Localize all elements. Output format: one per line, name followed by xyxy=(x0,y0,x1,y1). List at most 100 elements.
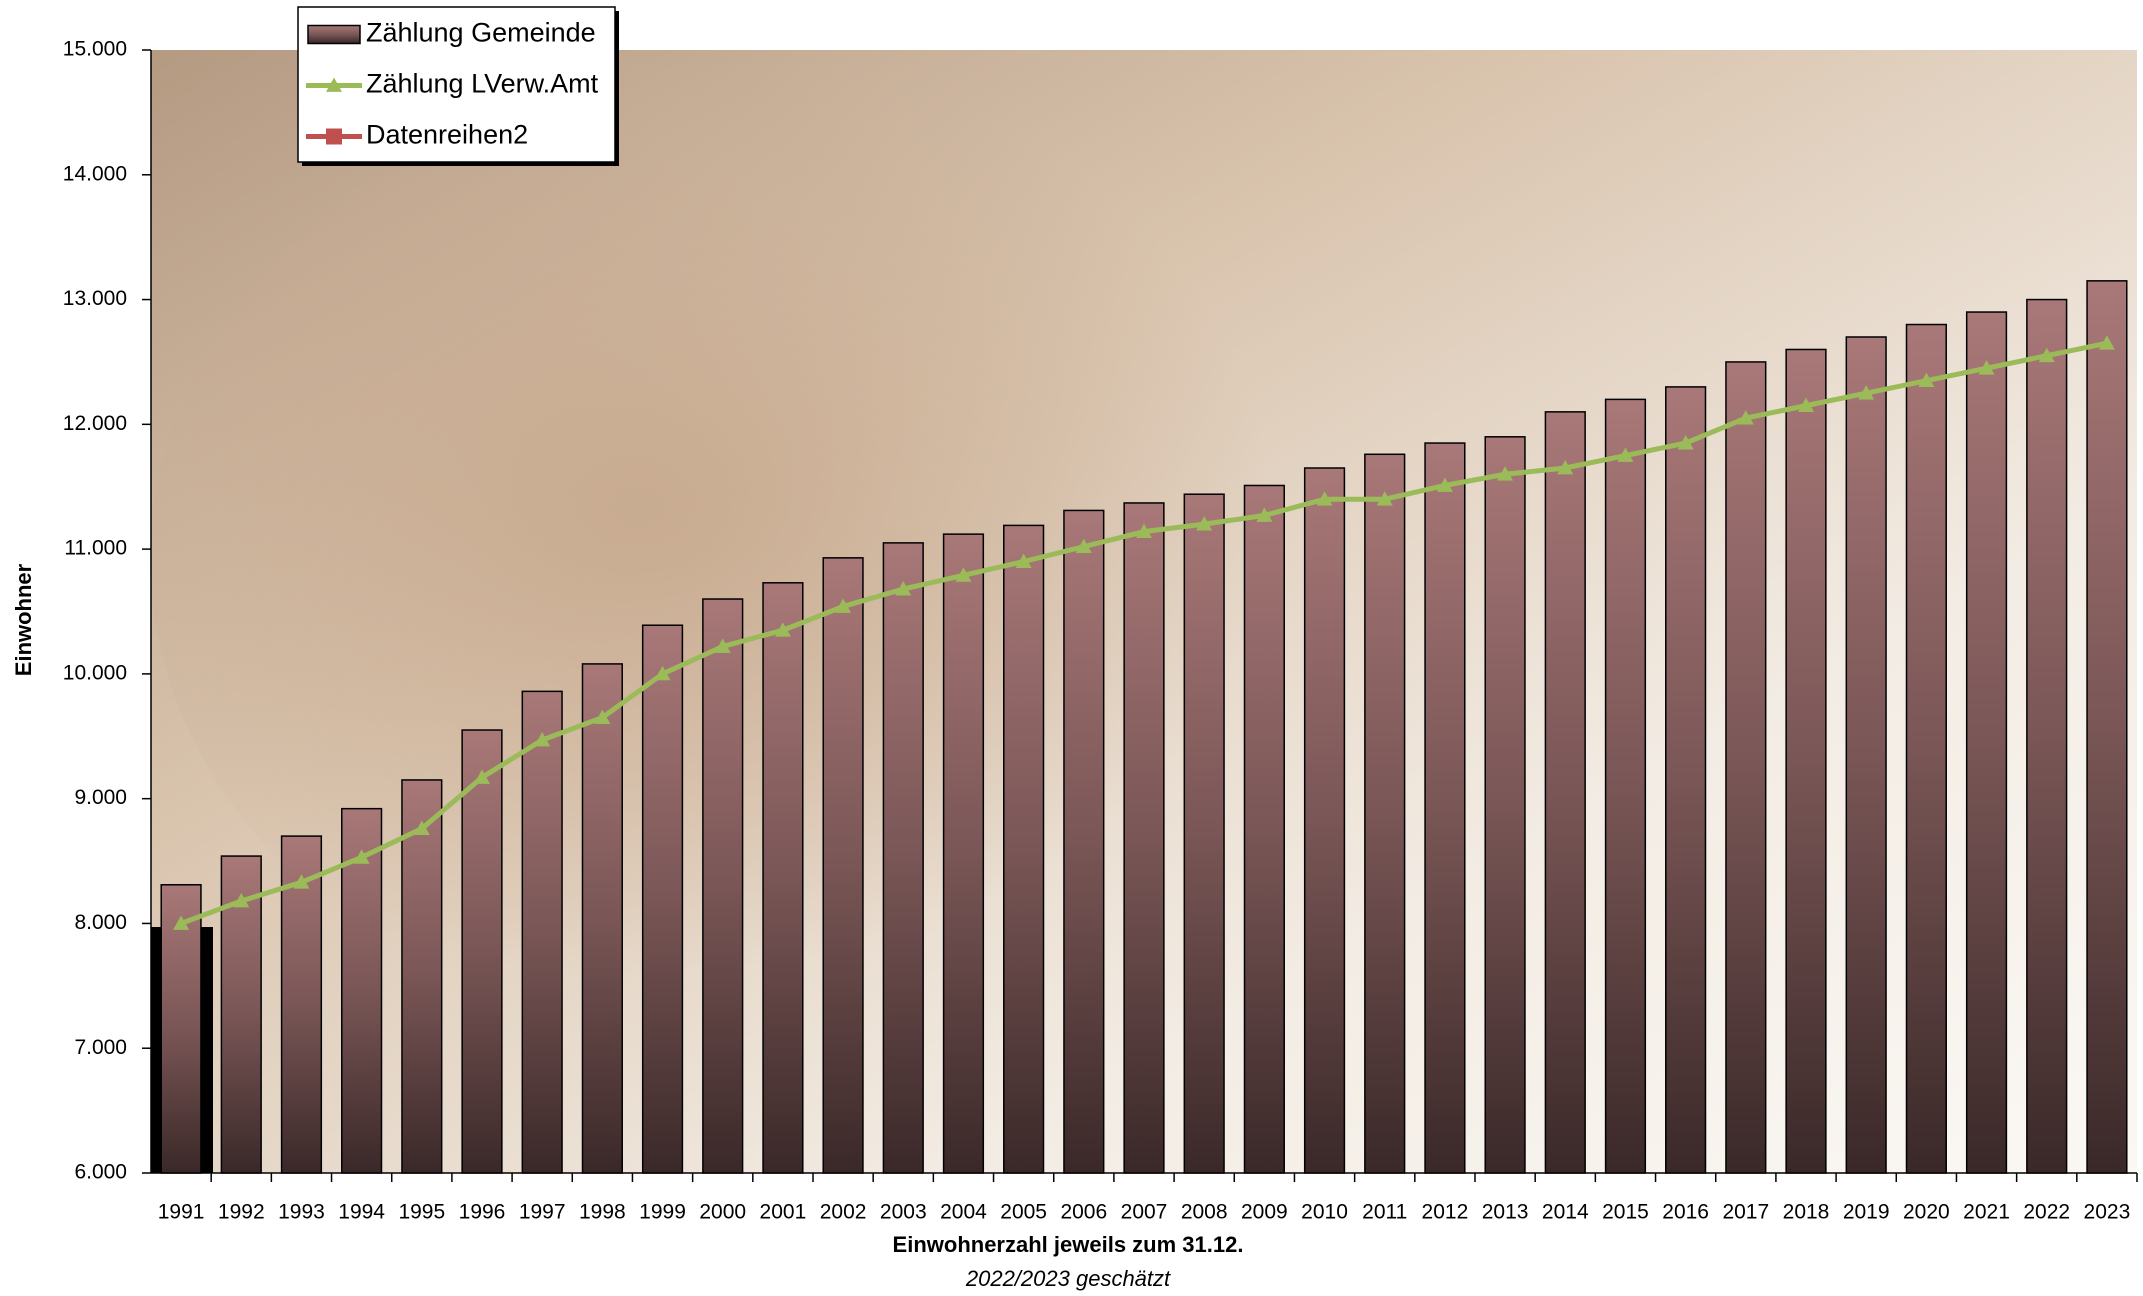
bar xyxy=(2086,280,2128,1174)
bar xyxy=(822,557,864,1174)
point xyxy=(534,732,551,747)
point xyxy=(714,638,731,653)
bar xyxy=(1544,411,1586,1174)
x-tick-label: 2015 xyxy=(1602,1201,1649,1224)
point xyxy=(1376,491,1393,506)
x-tick-label: 2019 xyxy=(1843,1201,1890,1224)
point xyxy=(835,598,852,613)
x-tick-label: 2020 xyxy=(1903,1201,1950,1224)
bar xyxy=(1123,502,1165,1174)
y-axis-title: Einwohner xyxy=(11,563,36,676)
point xyxy=(1136,523,1152,539)
bar xyxy=(702,598,744,1174)
point xyxy=(955,567,972,582)
point xyxy=(353,849,370,864)
point xyxy=(1497,466,1514,481)
y-tick-label: 13.000 xyxy=(63,287,127,310)
x-tick-label: 2005 xyxy=(1000,1201,1047,1224)
bar xyxy=(341,807,383,1174)
y-tick-label: 14.000 xyxy=(63,162,127,185)
x-tick-label: 2014 xyxy=(1542,1201,1589,1224)
x-tick-label: 2003 xyxy=(880,1201,927,1224)
x-tick-label: 2022 xyxy=(2023,1201,2070,1224)
point xyxy=(1256,507,1273,522)
x-tick-label: 2021 xyxy=(1963,1201,2010,1224)
bar xyxy=(1905,323,1947,1174)
bar xyxy=(1243,484,1285,1174)
bar xyxy=(280,835,323,1174)
x-tick-label: 1994 xyxy=(338,1201,385,1224)
legend-label: Datenreihen2 xyxy=(366,120,528,150)
y-tick-label: 15.000 xyxy=(63,38,127,61)
x-tick-label: 2023 xyxy=(2084,1201,2131,1224)
y-tick-label: 6.000 xyxy=(74,1161,127,1184)
bar xyxy=(581,663,623,1174)
point xyxy=(1737,410,1754,425)
bar xyxy=(1183,493,1225,1174)
bar xyxy=(1063,509,1105,1174)
bar xyxy=(1003,524,1045,1174)
point xyxy=(1918,372,1935,388)
point xyxy=(1015,553,1032,568)
x-tick-label: 1998 xyxy=(579,1201,626,1224)
point xyxy=(654,665,671,681)
point xyxy=(173,915,190,930)
x-tick-label: 2018 xyxy=(1783,1201,1830,1224)
x-axis-title: Einwohnerzahl jeweils zum 31.12. xyxy=(893,1232,1244,1257)
point xyxy=(1196,516,1213,531)
legend-marker xyxy=(326,128,342,145)
x-tick-label: 1995 xyxy=(398,1201,445,1224)
legend-label: Zählung LVerw.Amt xyxy=(366,69,599,99)
x-tick-label: 2013 xyxy=(1482,1201,1529,1224)
point xyxy=(774,622,791,637)
y-tick-label: 10.000 xyxy=(63,661,127,684)
point xyxy=(1858,385,1875,400)
point xyxy=(1617,447,1634,462)
y-tick-label: 7.000 xyxy=(74,1036,127,1059)
point xyxy=(1075,538,1092,554)
x-tick-label: 1991 xyxy=(158,1201,205,1224)
x-tick-label: 2008 xyxy=(1181,1201,1228,1224)
bar xyxy=(1845,336,1887,1174)
x-tick-label: 1999 xyxy=(639,1201,686,1224)
point xyxy=(1978,360,1995,375)
legend-marker xyxy=(326,77,342,92)
y-tick-label: 12.000 xyxy=(63,412,127,435)
subtitle: 2022/2023 geschätzt xyxy=(965,1266,1171,1291)
x-tick-label: 2006 xyxy=(1060,1201,1107,1224)
legend-swatch xyxy=(307,24,361,45)
x-tick-label: 2016 xyxy=(1662,1201,1709,1224)
point xyxy=(1677,435,1694,450)
x-tick-label: 2017 xyxy=(1722,1201,1769,1224)
x-tick-label: 2002 xyxy=(820,1201,867,1224)
x-tick-label: 2004 xyxy=(940,1201,987,1224)
bar xyxy=(1965,311,2008,1174)
point xyxy=(293,874,310,889)
x-tick-label: 1997 xyxy=(519,1201,566,1224)
bar xyxy=(401,779,443,1174)
bar xyxy=(461,729,503,1174)
point xyxy=(233,892,250,908)
bar xyxy=(1665,386,1707,1174)
bar xyxy=(942,533,985,1174)
y-tick-label: 8.000 xyxy=(74,911,127,934)
bar xyxy=(641,624,684,1174)
x-tick-label: 2012 xyxy=(1422,1201,1469,1224)
x-tick-label: 2007 xyxy=(1121,1201,1168,1224)
bar xyxy=(1364,453,1406,1174)
x-tick-label: 2009 xyxy=(1241,1201,1288,1224)
bar xyxy=(1785,348,1827,1174)
bar xyxy=(1725,361,1767,1174)
bar xyxy=(521,690,563,1174)
x-tick-label: 1992 xyxy=(218,1201,265,1224)
x-tick-label: 1996 xyxy=(459,1201,506,1224)
x-tick-label: 2000 xyxy=(699,1201,746,1224)
bar xyxy=(1604,398,1647,1174)
y-tick-label: 11.000 xyxy=(64,537,127,560)
bar xyxy=(2026,298,2068,1174)
point xyxy=(1798,397,1814,413)
point xyxy=(2098,335,2115,350)
bar xyxy=(1303,467,1346,1174)
y-tick-label: 9.000 xyxy=(74,786,127,809)
x-tick-label: 2001 xyxy=(760,1201,807,1224)
